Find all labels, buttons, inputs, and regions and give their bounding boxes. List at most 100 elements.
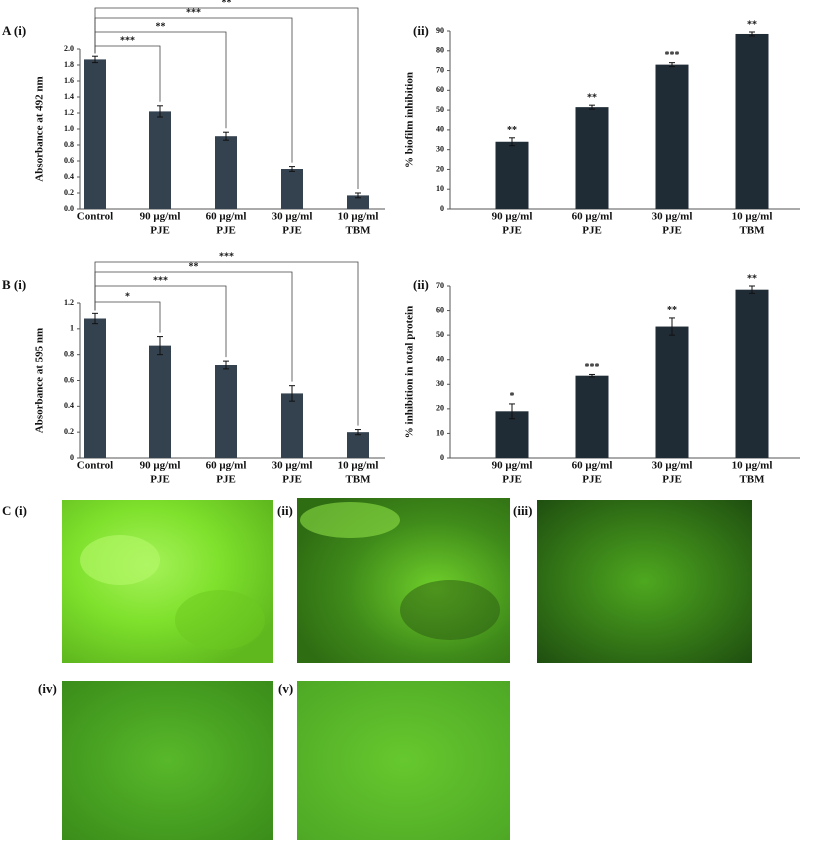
micrograph bbox=[297, 681, 510, 840]
y-tick-label: 1.8 bbox=[64, 60, 74, 69]
x-tick-label: PJE bbox=[582, 225, 602, 237]
significance-label: ** bbox=[747, 19, 757, 30]
y-tick-label: 0.2 bbox=[64, 427, 74, 436]
micrograph-texture bbox=[400, 580, 500, 640]
x-tick-label: PJE bbox=[216, 225, 236, 237]
x-tick-label: 60 μg/ml bbox=[206, 211, 247, 223]
bar bbox=[575, 107, 609, 209]
y-tick-label: 20 bbox=[436, 404, 444, 413]
y-tick-label: 30 bbox=[436, 144, 444, 153]
y-tick-label: 0.2 bbox=[64, 188, 74, 197]
x-tick-label: 60 μg/ml bbox=[206, 460, 247, 472]
x-tick-label: 10 μg/ml bbox=[732, 211, 773, 223]
x-tick-label: PJE bbox=[150, 474, 170, 486]
micrograph-texture bbox=[300, 502, 400, 538]
significance-label: ** bbox=[667, 305, 677, 316]
x-tick-label: 60 μg/ml bbox=[572, 460, 613, 472]
bar bbox=[215, 136, 237, 209]
y-tick-label: 0.4 bbox=[64, 401, 74, 410]
bar bbox=[347, 432, 369, 458]
y-tick-label: 0 bbox=[70, 453, 74, 462]
y-tick-label: 10 bbox=[436, 184, 444, 193]
micrograph bbox=[62, 681, 273, 840]
y-tick-label: 70 bbox=[436, 281, 444, 290]
significance-label: *** bbox=[186, 7, 201, 18]
y-tick-label: 0.8 bbox=[64, 140, 74, 149]
y-axis-title: Absorbance at 595 nm bbox=[34, 328, 46, 433]
significance-label: ** bbox=[587, 92, 597, 103]
x-tick-label: TBM bbox=[345, 225, 371, 237]
y-tick-label: 10 bbox=[436, 428, 444, 437]
y-tick-label: 1.6 bbox=[64, 76, 74, 85]
significance-bracket bbox=[94, 261, 359, 426]
micrograph-texture bbox=[80, 535, 160, 585]
bar bbox=[735, 33, 769, 209]
bar bbox=[575, 375, 609, 458]
x-tick-label: 30 μg/ml bbox=[652, 460, 693, 472]
x-tick-label: PJE bbox=[662, 225, 682, 237]
x-tick-label: 90 μg/ml bbox=[492, 460, 533, 472]
x-tick-label: PJE bbox=[150, 225, 170, 237]
x-tick-label: 30 μg/ml bbox=[272, 460, 313, 472]
significance-label: * bbox=[125, 291, 130, 302]
significance-label: ** bbox=[156, 21, 166, 32]
y-tick-label: 40 bbox=[436, 355, 444, 364]
y-tick-label: 0.8 bbox=[64, 349, 74, 358]
micrograph-texture bbox=[175, 590, 265, 650]
bar bbox=[84, 59, 106, 210]
bar bbox=[281, 393, 303, 458]
y-tick-label: 1.4 bbox=[64, 92, 74, 101]
x-tick-label: 10 μg/ml bbox=[338, 460, 379, 472]
bar bbox=[149, 345, 171, 458]
x-tick-label: 90 μg/ml bbox=[140, 460, 181, 472]
bar bbox=[735, 289, 769, 458]
y-tick-label: 50 bbox=[436, 330, 444, 339]
micrograph-label: (v) bbox=[278, 681, 293, 696]
y-tick-label: 50 bbox=[436, 105, 444, 114]
bar bbox=[84, 318, 106, 458]
significance-bracket bbox=[94, 7, 359, 189]
panel-label: (ii) bbox=[413, 277, 429, 292]
x-tick-label: 10 μg/ml bbox=[338, 211, 379, 223]
x-tick-label: PJE bbox=[662, 474, 682, 486]
x-tick-label: PJE bbox=[502, 474, 522, 486]
y-tick-label: 0 bbox=[440, 453, 444, 462]
significance-label: ** bbox=[747, 273, 757, 284]
panel-label: B (i) bbox=[2, 277, 26, 292]
y-axis-title: % inhibition in total protein bbox=[404, 306, 416, 438]
micrograph bbox=[537, 500, 752, 663]
y-tick-label: 60 bbox=[436, 85, 444, 94]
micrograph-label: C (i) bbox=[2, 503, 27, 518]
bar bbox=[655, 326, 689, 458]
x-tick-label: 10 μg/ml bbox=[732, 460, 773, 472]
micrograph-images bbox=[62, 498, 752, 840]
x-tick-label: Control bbox=[77, 460, 113, 472]
y-axis-title: % biofilm inhibition bbox=[404, 72, 416, 168]
y-tick-label: 2.0 bbox=[64, 44, 74, 53]
y-tick-label: 70 bbox=[436, 65, 444, 74]
y-axis-title: Absorbance at 492 nm bbox=[34, 76, 46, 181]
y-tick-label: 0.6 bbox=[64, 156, 74, 165]
x-tick-label: 30 μg/ml bbox=[272, 211, 313, 223]
x-tick-label: PJE bbox=[582, 474, 602, 486]
x-tick-label: TBM bbox=[739, 225, 765, 237]
significance-label: ** bbox=[507, 125, 517, 136]
x-tick-label: 30 μg/ml bbox=[652, 211, 693, 223]
x-tick-label: 90 μg/ml bbox=[492, 211, 533, 223]
significance-label: *** bbox=[219, 251, 234, 262]
y-tick-label: 30 bbox=[436, 379, 444, 388]
significance-label: ** bbox=[222, 0, 232, 8]
y-tick-label: 1.2 bbox=[64, 298, 74, 307]
panel-label: A (i) bbox=[2, 23, 26, 38]
panel-label: (ii) bbox=[413, 23, 429, 38]
bar bbox=[347, 195, 369, 209]
bar bbox=[281, 169, 303, 209]
x-tick-label: Control bbox=[77, 211, 113, 223]
y-tick-label: 0.6 bbox=[64, 375, 74, 384]
y-tick-label: 20 bbox=[436, 164, 444, 173]
y-tick-label: 1 bbox=[70, 324, 74, 333]
significance-label: ** bbox=[189, 261, 199, 272]
x-tick-label: PJE bbox=[216, 474, 236, 486]
x-tick-label: TBM bbox=[345, 474, 371, 486]
significance-label: *** bbox=[120, 35, 135, 46]
